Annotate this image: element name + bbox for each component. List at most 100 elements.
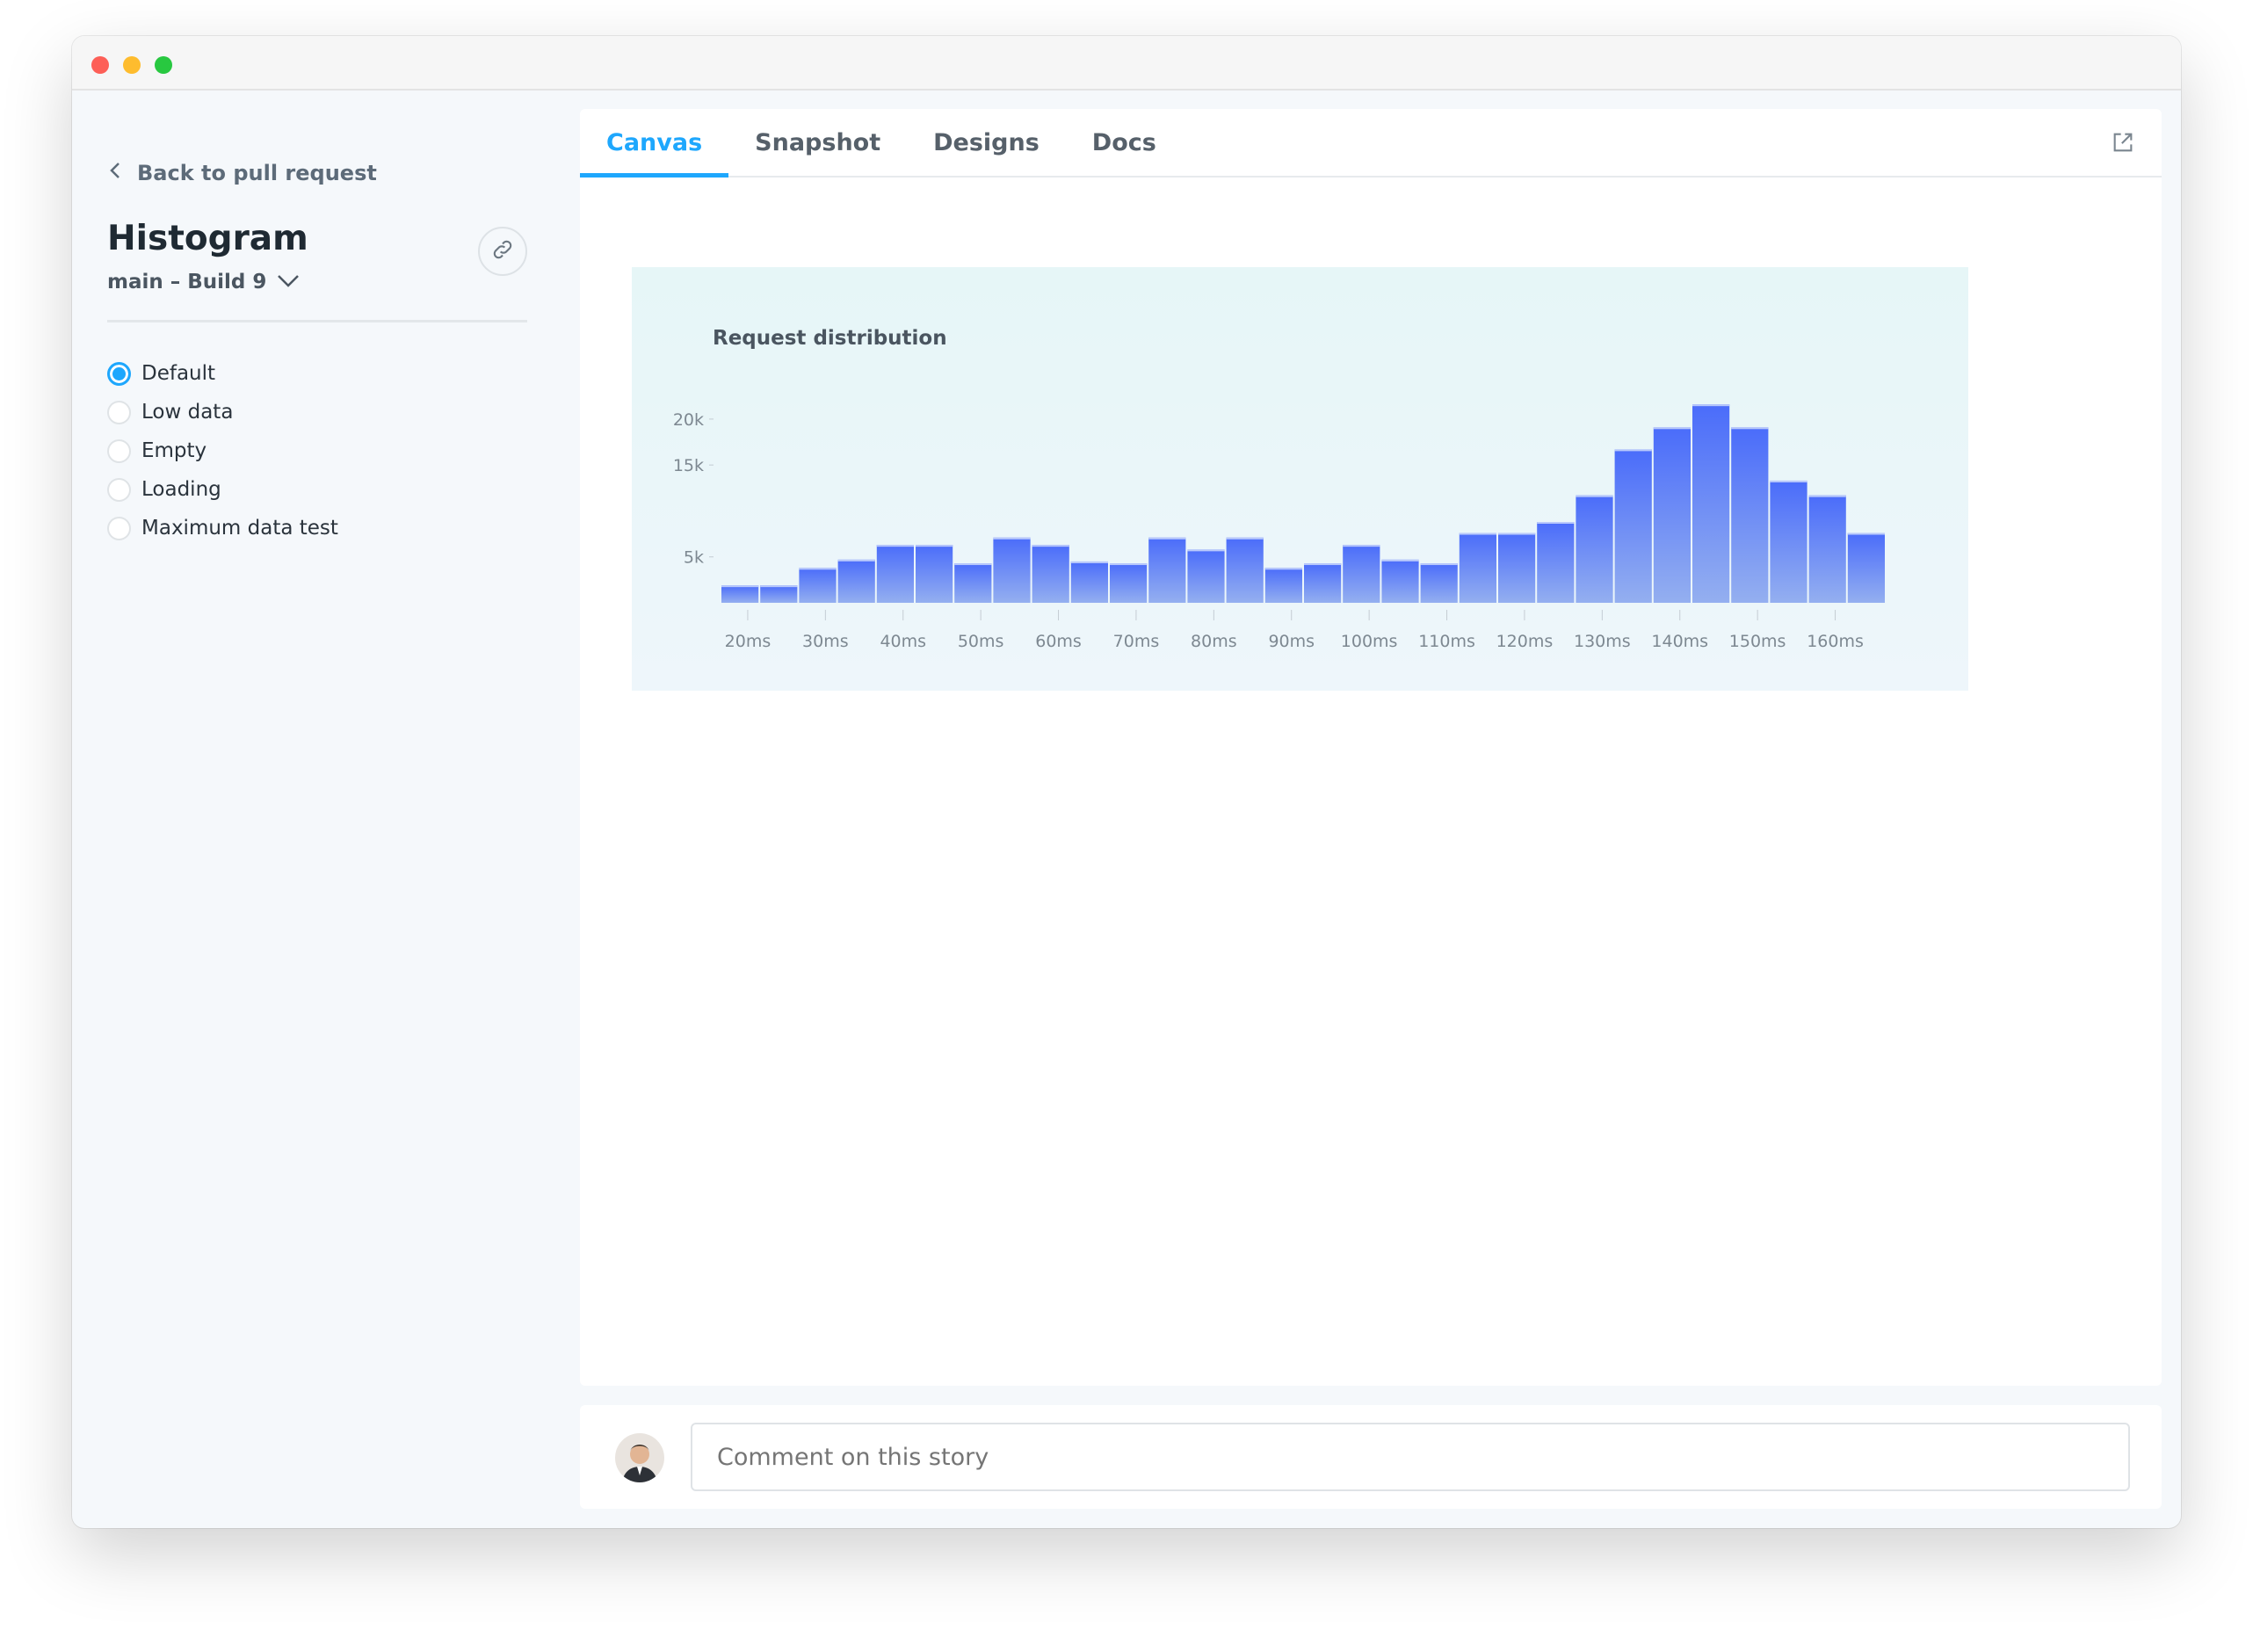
y-tick-label: 5k [684,548,704,568]
histogram-bar [1498,533,1536,603]
bar-top-highlight [1498,533,1536,535]
story-option-default[interactable]: Default [107,354,338,393]
x-tick-label: 150ms [1729,632,1786,651]
histogram-bar [876,545,914,603]
radio-selected[interactable] [107,361,131,386]
story-label: Maximum data test [141,517,338,540]
histogram-bar [799,568,837,603]
tab-docs[interactable]: Docs [1091,128,1156,156]
tab-snapshot[interactable]: Snapshot [755,128,881,156]
x-tick-label: 60ms [1035,632,1082,651]
histogram-chart: Request distribution 5k 15k 20k 20ms 30ms 40ms… [632,267,1968,691]
bar-top-highlight [1381,559,1419,562]
story-option-loading[interactable]: Loading [107,470,338,509]
tab-canvas[interactable]: Canvas [580,109,729,178]
story-label: Default [141,362,216,385]
bar-top-highlight [837,559,875,562]
bar-top-highlight [1226,537,1264,540]
radio[interactable] [107,438,131,463]
radio[interactable] [107,400,131,424]
histogram-bar [1148,537,1186,603]
x-tick-label: 50ms [958,632,1004,651]
divider [107,320,527,322]
histogram-bar [1692,404,1730,603]
story-list: Default Low data Empty Loading Maximum d… [107,354,338,547]
bar-top-highlight [1032,545,1069,547]
bar-top-highlight [1187,549,1225,552]
back-to-pull-request-link[interactable]: Back to pull request [109,161,377,185]
bar-top-highlight [993,537,1031,540]
radio[interactable] [107,477,131,502]
story-option-low-data[interactable]: Low data [107,393,338,431]
bar-top-highlight [760,585,798,588]
bar-top-highlight [1808,495,1846,497]
comment-input[interactable] [691,1423,2130,1491]
x-tick-label: 140ms [1651,632,1708,651]
copy-link-button[interactable] [478,227,527,276]
bar-top-highlight [1343,545,1380,547]
bar-top-highlight [799,568,837,570]
bar-top-highlight [1653,427,1691,430]
link-icon [490,237,515,265]
histogram-bar [1420,563,1458,603]
close-window-button[interactable] [91,56,109,74]
x-tick-label: 80ms [1191,632,1237,651]
bar-top-highlight [1110,563,1148,566]
story-option-maximum-data-test[interactable]: Maximum data test [107,509,338,547]
zoom-window-button[interactable] [155,56,172,74]
histogram-bar [1614,449,1652,603]
back-label: Back to pull request [137,161,377,185]
radio[interactable] [107,516,131,540]
bar-top-highlight [1847,533,1885,535]
title-bar [72,36,2181,91]
bar-top-highlight [1264,568,1302,570]
bar-top-highlight [1070,561,1108,563]
histogram-bar [1576,495,1613,603]
open-external-icon[interactable] [2111,130,2135,158]
histogram-bar [1731,427,1769,603]
bar-top-highlight [954,563,992,566]
y-tick-label: 20k [673,410,704,430]
tab-designs[interactable]: Designs [933,128,1040,156]
app-window: Back to pull request Histogram main – Bu… [72,36,2181,1528]
bar-top-highlight [876,545,914,547]
story-label: Loading [141,478,221,501]
canvas-panel: Canvas Snapshot Designs Docs Request dis… [580,109,2162,1386]
histogram-bar [1343,545,1380,603]
histogram-bar [954,563,992,603]
histogram-bar [760,585,798,603]
histogram-bar [721,585,759,603]
histogram-bar [837,559,875,603]
tab-bar: Canvas Snapshot Designs Docs [580,109,2162,178]
avatar [615,1433,664,1482]
histogram-bar [1226,537,1264,603]
bar-top-highlight [1537,522,1575,524]
histogram-bar [1304,563,1342,603]
bar-top-highlight [1614,449,1652,452]
bar-top-highlight [1459,533,1496,535]
bar-top-highlight [1770,480,1807,482]
histogram-bar [1847,533,1885,603]
bar-top-highlight [1692,404,1730,407]
bar-top-highlight [721,585,759,588]
x-tick-label: 90ms [1268,632,1315,651]
histogram-bar [1459,533,1496,603]
minimize-window-button[interactable] [123,56,141,74]
story-option-empty[interactable]: Empty [107,431,338,470]
histogram-bar [1110,563,1148,603]
chart-title: Request distribution [713,327,947,350]
bar-top-highlight [1731,427,1769,430]
histogram-bar [1187,549,1225,603]
histogram-bar [1381,559,1419,603]
histogram-bar [1770,480,1807,603]
build-selector[interactable]: main – Build 9 [107,271,300,293]
x-tick-label: 160ms [1807,632,1864,651]
bar-top-highlight [1304,563,1342,566]
x-tick-label: 30ms [802,632,849,651]
build-label: main – Build 9 [107,271,267,293]
x-tick-label: 120ms [1496,632,1554,651]
bar-top-highlight [916,545,953,547]
histogram-bar [1808,495,1846,603]
bar-top-highlight [1420,563,1458,566]
bar-top-highlight [1148,537,1186,540]
